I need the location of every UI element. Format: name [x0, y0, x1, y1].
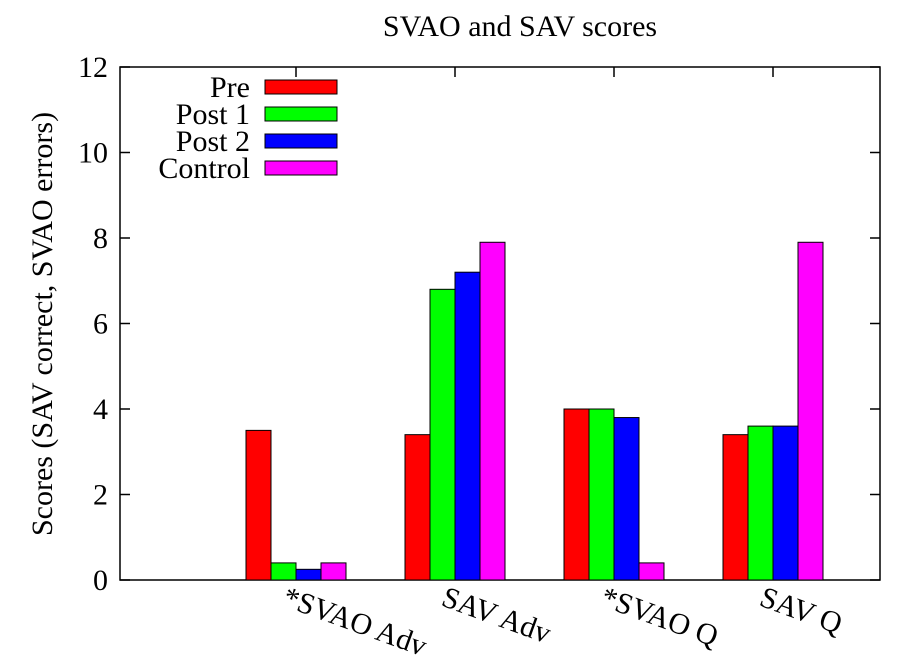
- bar-post-2-2: [454, 271, 481, 581]
- bar-pre-4: [722, 434, 749, 581]
- legend-label: Control: [158, 152, 250, 185]
- legend-label: Post 1: [176, 98, 250, 131]
- bar-post-2-1: [295, 568, 322, 581]
- legend-swatch: [264, 160, 338, 176]
- legend-swatch: [264, 79, 338, 95]
- bar-post-1-1: [270, 562, 297, 581]
- bar-pre-3: [563, 408, 590, 581]
- bar-post-2-4: [772, 425, 799, 581]
- bar-control-3: [638, 562, 665, 581]
- legend-label: Post 2: [176, 125, 250, 158]
- y-tick-label: 8: [93, 222, 108, 255]
- bar-control-1: [320, 562, 347, 581]
- bar-post-1-4: [747, 425, 774, 581]
- x-tick-label: SAV Q: [756, 581, 847, 641]
- bars: [245, 241, 824, 581]
- bar-post-2-3: [613, 417, 640, 581]
- y-tick-label: 6: [93, 308, 108, 341]
- y-tick-label: 12: [78, 51, 108, 84]
- chart-title: SVAO and SAV scores: [383, 10, 657, 43]
- bar-pre-1: [245, 429, 272, 581]
- bar-control-4: [797, 241, 824, 581]
- bar-post-1-3: [588, 408, 615, 581]
- bar-control-2: [479, 241, 506, 581]
- bar-pre-2: [404, 434, 431, 581]
- y-axis-label: Scores (SAV correct, SVAO errors): [26, 112, 59, 536]
- bar-post-1-2: [429, 288, 456, 581]
- y-axis-ticks: 0 2 4 6 8 10 12: [78, 51, 880, 597]
- y-tick-label: 2: [93, 479, 108, 512]
- legend-swatch: [264, 106, 338, 122]
- x-tick-label: SAV Adv: [438, 581, 556, 651]
- legend-label: Pre: [210, 71, 250, 104]
- x-tick-label: *SVAO Q: [597, 581, 723, 654]
- y-tick-label: 10: [78, 137, 108, 170]
- x-tick-label: *SVAO Adv: [279, 581, 432, 663]
- y-tick-label: 4: [93, 393, 108, 426]
- y-tick-label: 0: [93, 564, 108, 597]
- legend-swatch: [264, 133, 338, 149]
